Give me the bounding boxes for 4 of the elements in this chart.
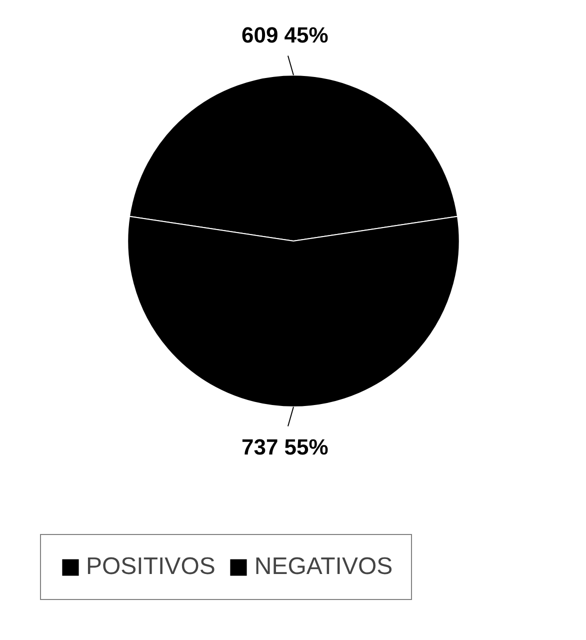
data-label: 609 45% <box>241 22 328 48</box>
legend-label: POSITIVOS <box>86 553 216 581</box>
data-label: 737 55% <box>241 434 328 460</box>
legend-label: NEGATIVOS <box>254 553 393 581</box>
